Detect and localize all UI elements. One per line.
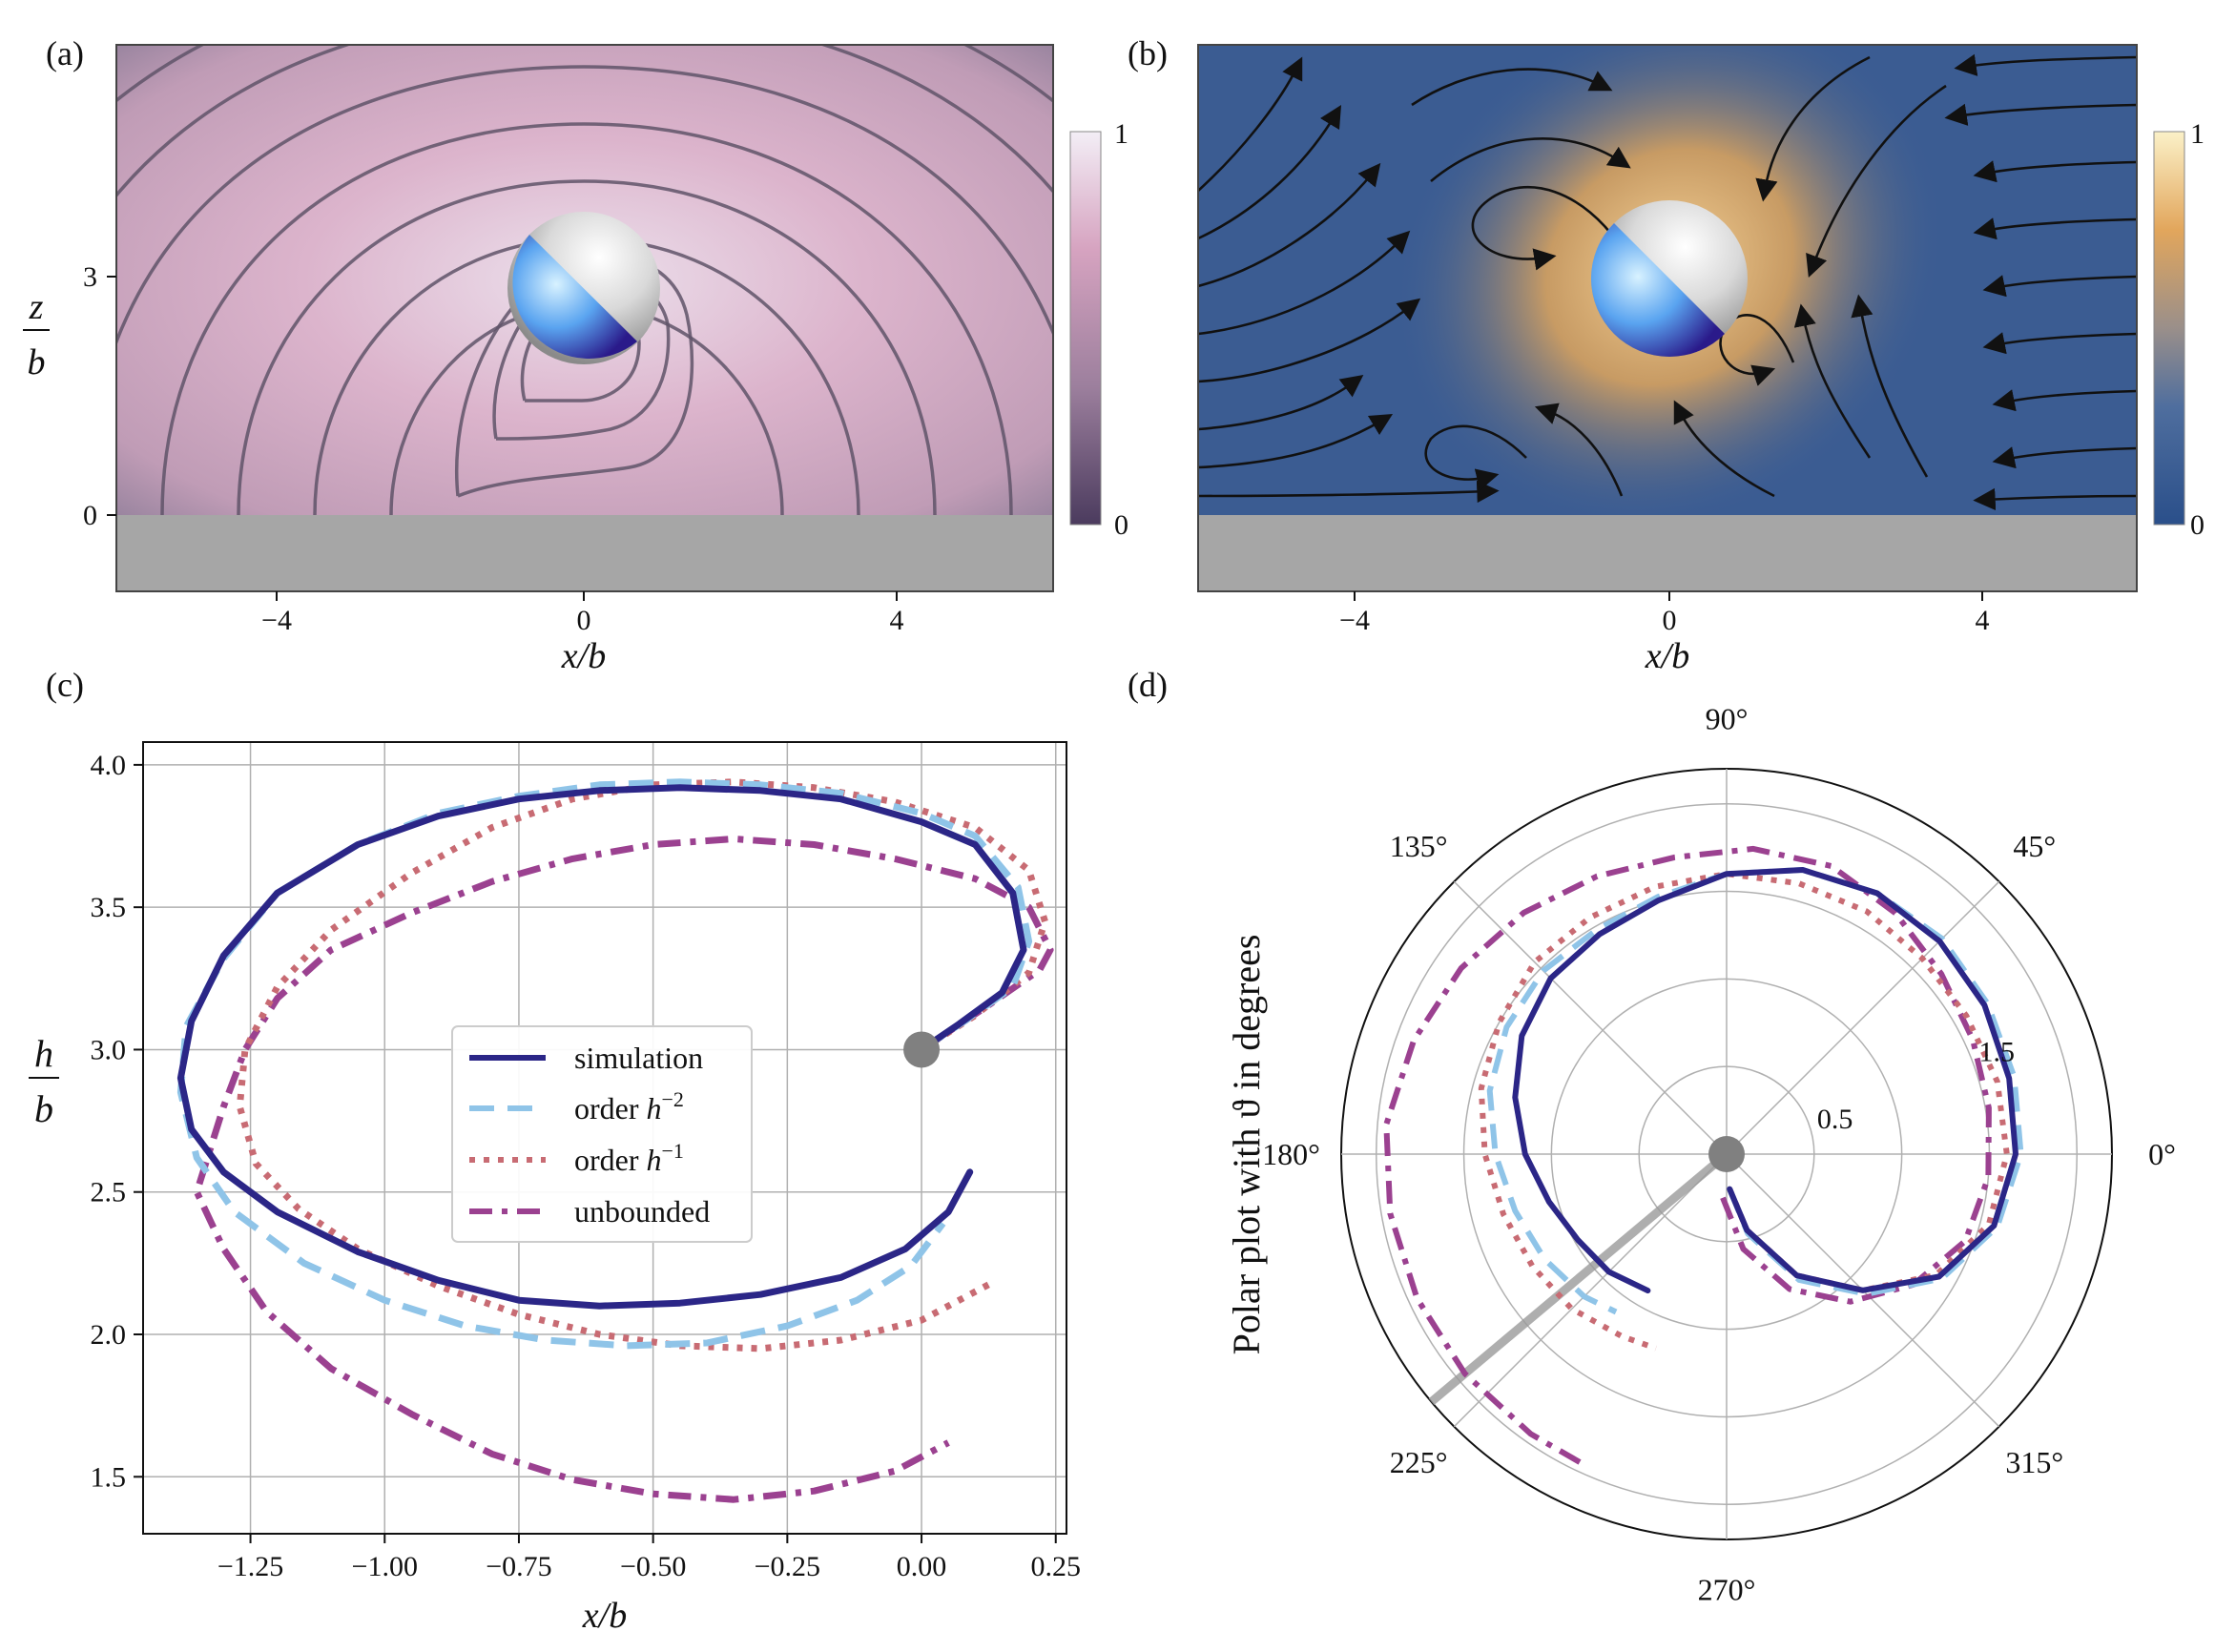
theta-tick-label: 180°: [1262, 1137, 1320, 1171]
panel-d-labels: 0° 45° 90° 135° 180° 225° 270° 315° 0.5 1.5: [1262, 701, 2176, 1606]
panel-b-xtick-label: 0: [1663, 605, 1677, 636]
panel-a-xtick-label: 4: [890, 605, 904, 636]
theta-tick-label: 0°: [2148, 1137, 2176, 1171]
legend-label-order-h2: order h−2: [574, 1087, 684, 1125]
panel-a-ticks: [107, 276, 898, 601]
series-line-dotted: [236, 778, 1048, 1353]
x-tick-label: 0.00: [897, 1551, 947, 1582]
radial-tick-label: 1.5: [1978, 1037, 2015, 1068]
legend-order-word: order: [574, 1091, 647, 1125]
x-tick-label: −0.25: [755, 1551, 820, 1582]
panel-a-colorbar-max: 1: [1114, 118, 1128, 150]
y-tick-label: 2.0: [91, 1319, 127, 1351]
polar-grid-spoke: [1453, 880, 1728, 1155]
theta-tick-label: 45°: [2013, 829, 2056, 863]
legend-exponent: −1: [662, 1139, 684, 1163]
panel-a-colorbar-min: 0: [1114, 509, 1128, 541]
panel-c-ylabel-den: b: [34, 1087, 53, 1130]
panel-c-xlabel: x/b: [582, 1596, 627, 1636]
series-line-solid: [176, 784, 1027, 1310]
panel-b-colorbar-max: 1: [2190, 118, 2205, 150]
theta-tick-label: 315°: [2005, 1445, 2063, 1479]
legend-box: [451, 1025, 753, 1243]
panel-c-xticks: −1.25 −1.00 −0.75 −0.50 −0.25 0.00 0.25: [217, 1534, 1081, 1582]
panel-a-tag: (a): [46, 34, 84, 72]
theta-tick-label: 135°: [1390, 829, 1448, 863]
panel-b-swimmer: [1591, 200, 1748, 357]
panel-a-xlabel: x/b: [561, 636, 606, 676]
panel-b-ticks: [1354, 591, 1983, 601]
y-tick-label: 3.5: [91, 892, 127, 923]
y-tick-label: 3.0: [91, 1034, 127, 1065]
panel-c-ylabel-num: h: [34, 1032, 53, 1075]
panel-b-colorbar: [2153, 131, 2185, 526]
x-tick-label: −0.75: [486, 1551, 551, 1582]
panel-c-tag: (c): [46, 666, 84, 704]
panel-b-xtick-label: 4: [1976, 605, 1990, 636]
panel-c-yticks: 1.5 2.0 2.5 3.0 3.5 4.0: [91, 750, 143, 1493]
polar-grid-spoke: [1453, 1153, 1728, 1428]
panel-a-ytick-label: 0: [83, 500, 97, 531]
panel-b-frame: [1197, 44, 2138, 592]
panel-b: −4 0 4 x/b (b) 1 0: [1128, 34, 2205, 676]
x-tick-label: −1.00: [352, 1551, 418, 1582]
panel-a-ylabel-num: z: [29, 287, 44, 327]
orientation-indicator: [1428, 1150, 1729, 1406]
x-tick-label: 0.25: [1030, 1551, 1081, 1582]
panel-a-xtick-label: −4: [261, 605, 292, 636]
y-tick-label: 4.0: [91, 750, 127, 781]
legend-order-word: order: [574, 1143, 647, 1177]
radial-tick-label: 0.5: [1817, 1104, 1853, 1135]
panel-b-colorbar-min: 0: [2190, 509, 2205, 541]
panel-b-xlabel: x/b: [1645, 636, 1689, 676]
panel-b-xtick-label: −4: [1339, 605, 1370, 636]
legend-h-symbol: h: [647, 1143, 662, 1177]
polar-start-marker: [1708, 1136, 1745, 1172]
series-line-dashdot: [193, 836, 1054, 1503]
x-tick-label: −0.50: [620, 1551, 686, 1582]
legend-h-symbol: h: [647, 1091, 662, 1125]
panel-b-streamlines: [1198, 53, 2137, 511]
panel-a: −4 0 4 0 3 x/b z b (a) 1 0: [23, 34, 1128, 676]
polar-series-solid: [1512, 867, 2018, 1294]
panel-a-swimmer: [507, 212, 660, 364]
legend-label-order-h1: order h−1: [574, 1139, 684, 1177]
legend-label-unbounded: unbounded: [574, 1194, 710, 1229]
panel-a-xtick-label: 0: [577, 605, 591, 636]
panel-a-colorbar: [1069, 131, 1102, 526]
theta-tick-label: 225°: [1390, 1445, 1448, 1479]
panel-b-wall: [1198, 515, 2137, 591]
panel-c-frame: [142, 741, 1067, 1535]
y-tick-label: 2.5: [91, 1177, 127, 1208]
polar-grid-spoke: [1726, 880, 2000, 1155]
panel-b-tag: (b): [1128, 34, 1168, 72]
theta-tick-label: 270°: [1698, 1573, 1756, 1607]
theta-tick-label: 90°: [1706, 701, 1749, 735]
x-tick-label: −1.25: [217, 1551, 283, 1582]
panel-d-tag: (d): [1128, 666, 1168, 704]
panel-d-series: [1383, 845, 2024, 1467]
legend-label-simulation: simulation: [574, 1041, 703, 1075]
panel-c: (c) −1.25 −1.00 −0.75 −0.50 −0.25 0.00 0.25 1.…: [29, 666, 1081, 1636]
panel-d: (d) 0° 45° 90° 135° 180° 225° 270° 315° 0.5 1.5 P…: [1128, 666, 2176, 1607]
panel-a-ylabel-den: b: [28, 342, 46, 382]
panel-d-title: Polar plot with ϑ in degrees: [1225, 935, 1268, 1355]
panel-c-series: [176, 778, 1054, 1503]
legend-exponent: −2: [662, 1087, 684, 1111]
start-point-marker: [903, 1031, 941, 1068]
panel-a-wall: [116, 515, 1053, 591]
panel-c-legend: simulation order h−2 order h−1 unbounded: [451, 1025, 753, 1243]
y-tick-label: 1.5: [91, 1461, 127, 1493]
panel-a-ytick-label: 3: [83, 261, 97, 293]
